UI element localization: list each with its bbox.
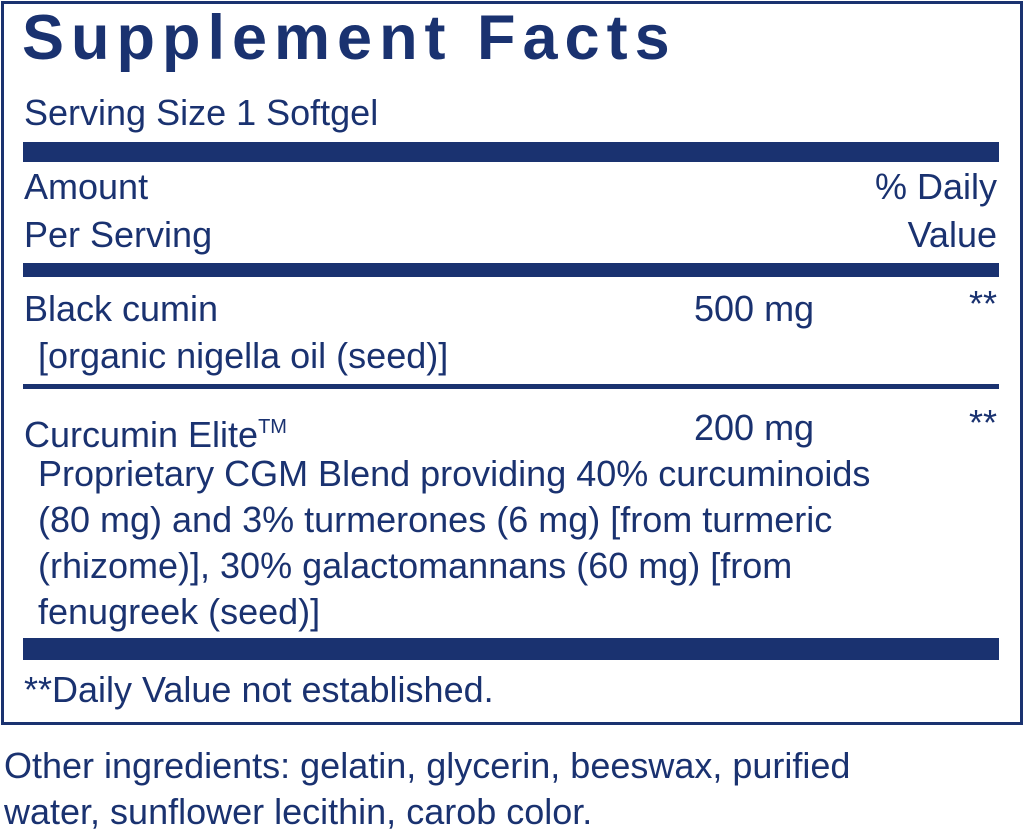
thin-divider [23, 384, 999, 389]
dv-header-line2: Value [907, 214, 997, 255]
ingredient-name: Curcumin EliteTM [24, 414, 287, 455]
other-ingredients-line1: Other ingredients: gelatin, glycerin, be… [4, 745, 851, 786]
dv-header-line1: % Daily [874, 166, 997, 207]
ingredient-dv: ** [968, 402, 997, 443]
thick-divider [23, 142, 999, 162]
ingredient-name: Black cumin [24, 288, 219, 329]
panel-title: Supplement Facts [22, 3, 677, 73]
amount-header-line1: Amount [24, 166, 149, 207]
thick-divider [23, 638, 999, 660]
ingredient-detail: Proprietary CGM Blend providing 40% curc… [38, 453, 871, 494]
ingredient-detail: (80 mg) and 3% turmerones (6 mg) [from t… [38, 499, 833, 540]
footnote: **Daily Value not established. [24, 669, 494, 710]
ingredient-amount: 200 mg [694, 407, 815, 448]
ingredient-amount: 500 mg [694, 288, 815, 329]
amount-header-line2: Per Serving [24, 214, 213, 255]
serving-size: Serving Size 1 Softgel [24, 92, 379, 133]
ingredient-detail: (rhizome)], 30% galactomannans (60 mg) [… [38, 545, 793, 586]
other-ingredients-line2: water, sunflower lecithin, carob color. [4, 791, 593, 832]
ingredient-detail: fenugreek (seed)] [38, 591, 321, 632]
medium-divider [23, 263, 999, 277]
trademark: TM [258, 416, 287, 438]
ingredient-detail: [organic nigella oil (seed)] [38, 335, 449, 376]
supplement-facts-panel [1, 1, 1023, 725]
ingredient-dv: ** [968, 283, 997, 324]
